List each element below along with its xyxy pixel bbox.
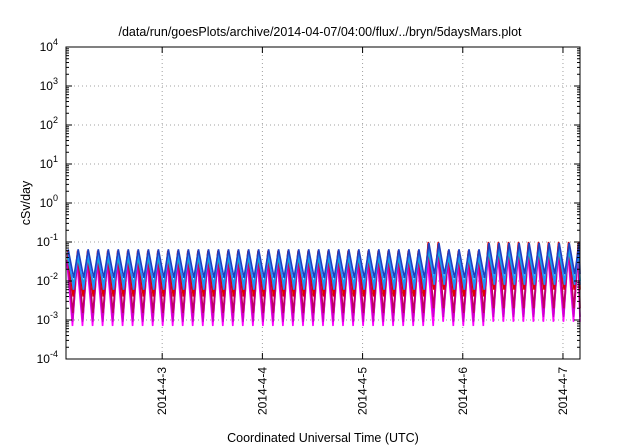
y-tick-label: 102: [40, 115, 58, 132]
y-tick-label: 10-2: [37, 271, 58, 288]
series-line: [67, 242, 581, 279]
y-axis: 10-4 10-3 10-2 10-1 100 101 102 103 104: [37, 37, 580, 366]
x-axis: 2014-4-3 2014-4-4 2014-4-5 2014-4-6 2014-4-7: [155, 47, 570, 415]
x-tick-label: 2014-4-5: [356, 367, 370, 415]
y-axis-label: cSv/day: [19, 180, 33, 225]
x-tick-label: 2014-4-7: [556, 367, 570, 415]
y-tick-label: 103: [40, 76, 58, 93]
x-axis-label: Coordinated Universal Time (UTC): [227, 431, 419, 445]
y-tick-label: 104: [40, 37, 58, 54]
x-tick-label: 2014-4-3: [155, 367, 169, 415]
y-tick-label: 10-4: [37, 349, 58, 366]
chart-title: /data/run/goesPlots/archive/2014-04-07/0…: [118, 25, 522, 39]
series-group: [66, 241, 581, 327]
y-tick-label: 101: [40, 154, 58, 171]
y-tick-label: 10-3: [37, 310, 58, 327]
y-tick-label: 10-1: [37, 232, 58, 249]
x-tick-label: 2014-4-4: [255, 367, 269, 415]
x-tick-label: 2014-4-6: [456, 367, 470, 415]
y-tick-label: 100: [40, 193, 58, 210]
